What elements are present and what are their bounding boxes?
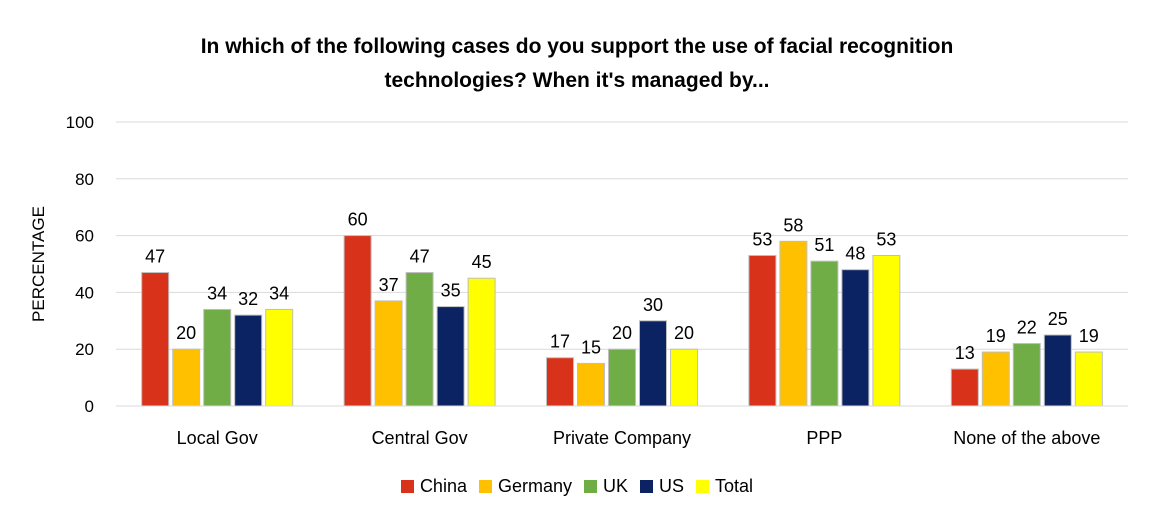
bar-chart: 0 20 40 60 80 100 PERCENTAGE 47 20 34 32 34 Local Go… bbox=[29, 113, 1128, 448]
bar-germany-1 bbox=[172, 348, 201, 407]
data-label: 19 bbox=[986, 326, 1006, 346]
chart-title-line-2: technologies? When it's managed by... bbox=[384, 69, 770, 92]
data-label: 47 bbox=[145, 247, 165, 267]
chart-title-line-1: In which of the following cases do you s… bbox=[200, 35, 954, 58]
legend-swatch bbox=[400, 480, 414, 493]
x-category-label: Local Gov bbox=[177, 428, 258, 448]
bar-total-1 bbox=[265, 308, 294, 407]
bar-china-4 bbox=[748, 254, 777, 407]
bar-uk-4 bbox=[810, 260, 839, 407]
data-label: 34 bbox=[269, 283, 289, 303]
bar-china-3 bbox=[546, 357, 574, 407]
data-label: 30 bbox=[643, 295, 663, 315]
legend-item-us: US bbox=[640, 476, 684, 497]
data-label: 25 bbox=[1048, 309, 1068, 329]
legend-label: US bbox=[659, 476, 685, 496]
bar-uk-3 bbox=[608, 348, 636, 407]
bar-total-3 bbox=[670, 348, 698, 407]
bar-uk-1 bbox=[203, 308, 232, 407]
legend-swatch bbox=[640, 480, 654, 493]
bar-us-2 bbox=[436, 306, 465, 407]
data-label: 51 bbox=[814, 235, 834, 255]
data-label: 48 bbox=[845, 244, 865, 264]
y-tick-label: 0 bbox=[85, 397, 94, 416]
data-label: 20 bbox=[674, 323, 694, 343]
bar-germany-5 bbox=[981, 351, 1010, 407]
data-label: 35 bbox=[441, 281, 461, 301]
data-label: 60 bbox=[348, 210, 368, 230]
data-label: 17 bbox=[550, 332, 570, 352]
bar-china-5 bbox=[950, 368, 979, 407]
bar-uk-5 bbox=[1012, 343, 1041, 407]
y-tick-label: 60 bbox=[75, 227, 94, 246]
bar-germany-3 bbox=[577, 362, 605, 407]
y-tick-label: 20 bbox=[75, 340, 94, 359]
data-label: 58 bbox=[783, 215, 803, 235]
bar-us-3 bbox=[639, 320, 667, 407]
legend-swatch bbox=[478, 480, 492, 493]
data-label: 37 bbox=[379, 275, 399, 295]
data-label: 15 bbox=[581, 337, 601, 357]
data-label: 32 bbox=[238, 289, 258, 309]
y-tick-label: 100 bbox=[66, 113, 94, 132]
x-category-label: Central Gov bbox=[372, 428, 468, 448]
legend-item-germany: Germany bbox=[478, 476, 572, 497]
data-label: 47 bbox=[410, 247, 430, 267]
data-label: 20 bbox=[176, 323, 196, 343]
legend-label: China bbox=[419, 476, 467, 496]
data-label: 53 bbox=[876, 229, 896, 249]
x-category-label: PPP bbox=[806, 428, 842, 448]
bar-us-5 bbox=[1043, 334, 1072, 407]
data-label: 22 bbox=[1017, 318, 1037, 338]
bar-total-2 bbox=[467, 277, 496, 407]
x-category-label: None of the above bbox=[953, 428, 1100, 448]
data-label: 19 bbox=[1079, 326, 1099, 346]
legend-label: Total bbox=[715, 476, 754, 496]
legend-item-uk: UK bbox=[584, 476, 628, 497]
bar-total-4 bbox=[872, 254, 901, 407]
data-label: 53 bbox=[752, 229, 772, 249]
bar-total-5 bbox=[1074, 351, 1103, 407]
x-category-label: Private Company bbox=[553, 428, 691, 448]
bar-us-1 bbox=[234, 314, 263, 407]
bar-germany-4 bbox=[779, 240, 808, 407]
bar-china-2 bbox=[343, 235, 372, 407]
y-tick-label: 40 bbox=[75, 283, 94, 302]
bar-china-1 bbox=[141, 272, 170, 407]
y-tick-label: 80 bbox=[75, 170, 94, 189]
legend-item-total: Total bbox=[696, 476, 753, 497]
bar-germany-2 bbox=[374, 300, 403, 407]
legend-label: UK bbox=[603, 476, 629, 496]
legend-label: Germany bbox=[497, 476, 572, 496]
bar-us-4 bbox=[841, 269, 870, 407]
legend-swatch bbox=[696, 480, 710, 493]
data-label: 34 bbox=[207, 283, 227, 303]
data-label: 13 bbox=[955, 343, 975, 363]
chart-legend: China Germany UK US Total bbox=[0, 476, 1154, 497]
bar-uk-2 bbox=[405, 272, 434, 407]
chart-title: In which of the following cases do you s… bbox=[0, 30, 1154, 98]
y-axis-label: PERCENTAGE bbox=[29, 206, 48, 322]
data-label: 20 bbox=[612, 323, 632, 343]
legend-item-china: China bbox=[400, 476, 467, 497]
legend-swatch bbox=[584, 480, 597, 493]
data-label: 45 bbox=[472, 252, 492, 272]
